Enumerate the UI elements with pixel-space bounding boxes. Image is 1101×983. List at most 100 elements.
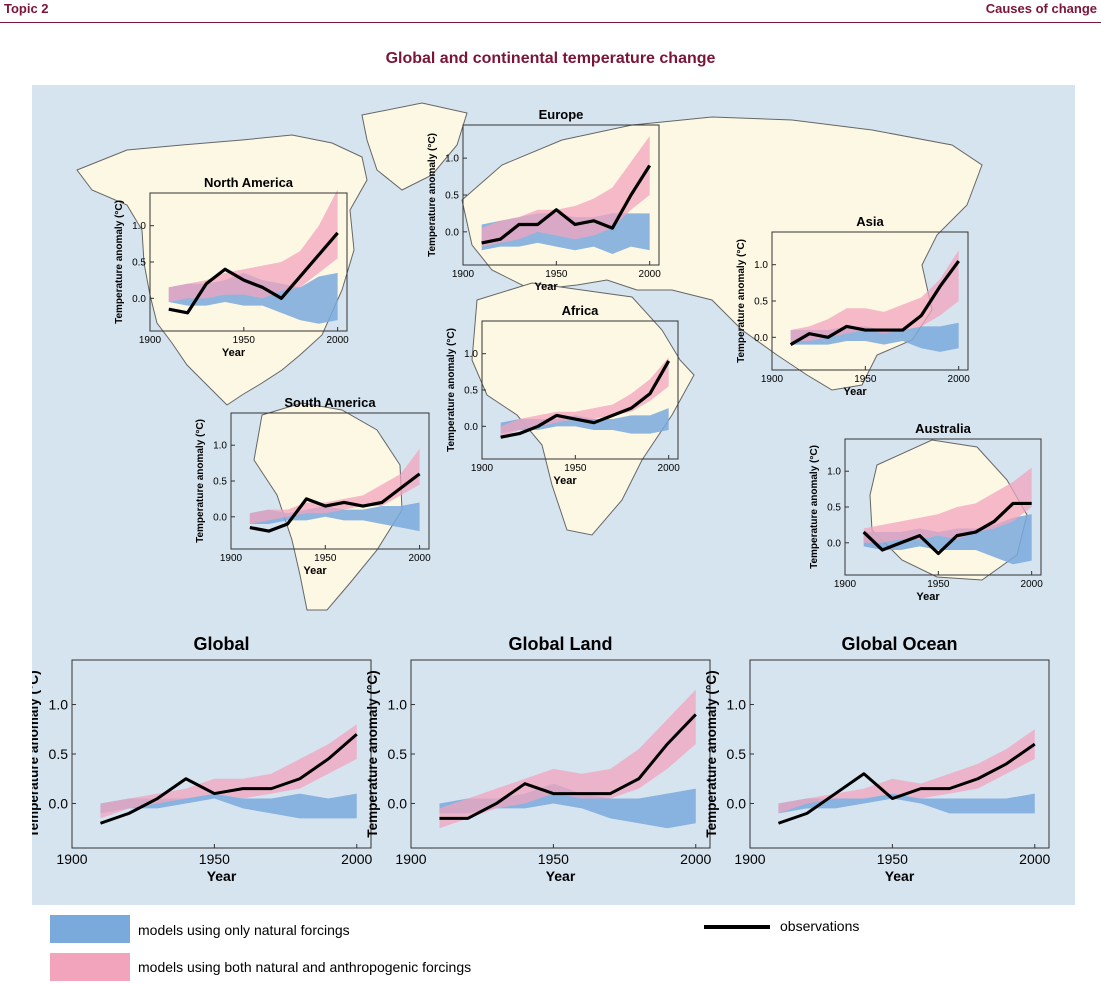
charts-layer: Europe 0.0 0.5 1.0 1900 1950 2000 Year Temperatu…	[32, 107, 1051, 884]
ytick-label-australia-0: 0.0	[827, 538, 841, 549]
section-label: Causes of change	[985, 1, 1097, 16]
xtick-label-global-ocean-2000: 2000	[1019, 851, 1050, 867]
xtick-label-australia-2000: 2000	[1021, 579, 1044, 590]
both-band-north-america	[168, 189, 338, 302]
ytick-label-global-ocean-1: 1.0	[727, 696, 747, 712]
figure-title: Global and continental temperature chang…	[385, 50, 716, 67]
topic-label: Topic 2	[4, 1, 49, 16]
xtick-label-global-1950: 1950	[199, 851, 230, 867]
xtick-label-global-land-1900: 1900	[395, 851, 426, 867]
xtick-label-africa-1950: 1950	[564, 463, 587, 474]
ytick-label-global-0: 0.0	[49, 795, 69, 811]
xlabel-global-land: Year	[546, 868, 576, 884]
africa-land	[471, 282, 695, 536]
ytick-label-australia-1: 1.0	[827, 467, 841, 478]
ytick-label-europe-0.5: 0.5	[445, 191, 459, 202]
both-band-africa	[500, 357, 669, 438]
xtick-label-asia-1950: 1950	[854, 374, 877, 385]
ytick-label-north-america-1: 1.0	[132, 221, 146, 232]
xtick-label-global-ocean-1950: 1950	[877, 851, 908, 867]
natural-legend-swatch	[50, 915, 130, 943]
ytick-label-africa-0: 0.0	[464, 422, 478, 433]
page-header: Topic 2 Causes of change	[0, 0, 1101, 23]
both-legend-swatch	[50, 953, 130, 981]
ylabel-africa: Temperature anomaly (°C)	[446, 328, 457, 452]
ylabel-global-ocean: Temperature anomaly (°C)	[704, 670, 719, 837]
xtick-label-europe-1900: 1900	[452, 269, 475, 280]
observations-line-asia	[789, 260, 960, 346]
observations-line-global-ocean	[777, 742, 1036, 825]
ytick-label-europe-1: 1.0	[445, 154, 459, 165]
ytick-label-asia-0: 0.0	[754, 333, 768, 344]
xtick-label-africa-1900: 1900	[471, 463, 494, 474]
ytick-label-global-land-0.5: 0.5	[388, 746, 408, 762]
xtick-label-south-america-2000: 2000	[408, 553, 431, 564]
ytick-label-global-1: 1.0	[49, 696, 69, 712]
observations-line-africa	[500, 360, 671, 439]
xtick-label-australia-1950: 1950	[927, 579, 950, 590]
xtick-label-asia-1900: 1900	[761, 374, 784, 385]
both-band-global-land	[439, 689, 696, 829]
natural-legend-label: models using only natural forcings	[138, 922, 350, 938]
chart-asia: Asia 0.0 0.5 1.0 1900 1950 2000 Year Temperature…	[736, 214, 970, 398]
ytick-label-global-0.5: 0.5	[49, 746, 69, 762]
xlabel-north-america: Year	[222, 347, 246, 359]
observations-line-europe	[481, 164, 652, 245]
xtick-label-africa-2000: 2000	[658, 463, 681, 474]
chart-title-europe: Europe	[539, 107, 584, 122]
ytick-label-global-land-0: 0.0	[388, 795, 408, 811]
chart-south-america: South America 0.0 0.5 1.0 1900 1950 2000 Year Te…	[195, 395, 431, 577]
xtick-label-north-america-1950: 1950	[233, 335, 256, 346]
ylabel-global: Temperature anomaly (°C)	[32, 670, 41, 837]
ytick-label-europe-0: 0.0	[445, 227, 459, 238]
obs-legend-line	[704, 925, 770, 929]
ytick-label-south-america-0.5: 0.5	[213, 477, 227, 488]
xtick-label-north-america-2000: 2000	[326, 335, 349, 346]
ytick-label-global-land-1: 1.0	[388, 696, 408, 712]
greenland-land	[361, 102, 468, 191]
obs-legend-label: observations	[780, 918, 860, 934]
xtick-label-north-america-1900: 1900	[139, 335, 162, 346]
xtick-label-south-america-1950: 1950	[314, 553, 337, 564]
chart-africa: Africa 0.0 0.5 1.0 1900 1950 2000 Year Temperatu…	[446, 303, 680, 487]
ytick-label-asia-0.5: 0.5	[754, 297, 768, 308]
xlabel-global-ocean: Year	[885, 868, 915, 884]
figure-panel: Europe 0.0 0.5 1.0 1900 1950 2000 Year Temperatu…	[32, 85, 1075, 905]
chart-global-ocean: Global Ocean 0.0 0.5 1.0 1900 1950 2000 Year Tem…	[704, 634, 1051, 884]
ylabel-south-america: Temperature anomaly (°C)	[195, 419, 206, 543]
observations-line-south-america	[249, 472, 421, 533]
xtick-label-asia-2000: 2000	[948, 374, 971, 385]
chart-title-north-america: North America	[204, 175, 294, 190]
both-legend-label: models using both natural and anthropoge…	[138, 959, 472, 975]
ylabel-north-america: Temperature anomaly (°C)	[114, 200, 125, 324]
natural-band-south-america	[249, 502, 420, 532]
ytick-label-south-america-0: 0.0	[213, 512, 227, 523]
chart-title-africa: Africa	[562, 303, 600, 318]
ytick-label-africa-0.5: 0.5	[464, 386, 478, 397]
chart-title-asia: Asia	[856, 214, 884, 229]
xlabel-global: Year	[207, 868, 237, 884]
xlabel-europe: Year	[534, 281, 558, 293]
ytick-label-north-america-0.5: 0.5	[132, 258, 146, 269]
xlabel-asia: Year	[843, 386, 867, 398]
ytick-label-north-america-0: 0.0	[132, 294, 146, 305]
xtick-label-australia-1900: 1900	[834, 579, 857, 590]
xlabel-south-america: Year	[303, 565, 327, 577]
chart-title-global-ocean: Global Ocean	[841, 634, 957, 654]
xtick-label-global-land-2000: 2000	[680, 851, 711, 867]
xtick-label-global-1900: 1900	[56, 851, 87, 867]
chart-title-south-america: South America	[284, 395, 376, 410]
ylabel-australia: Temperature anomaly (°C)	[809, 445, 820, 569]
xtick-label-europe-1950: 1950	[545, 269, 568, 280]
ytick-label-south-america-1: 1.0	[213, 441, 227, 452]
ytick-label-global-ocean-0: 0.0	[727, 795, 747, 811]
observations-line-north-america	[168, 231, 339, 315]
observations-line-global-land	[439, 713, 697, 820]
both-band-europe	[481, 136, 650, 247]
xtick-label-south-america-1900: 1900	[220, 553, 243, 564]
chart-europe: Europe 0.0 0.5 1.0 1900 1950 2000 Year Temperatu…	[427, 107, 661, 293]
xlabel-australia: Year	[916, 591, 940, 603]
ytick-label-africa-1: 1.0	[464, 349, 478, 360]
chart-title-global-land: Global Land	[508, 634, 612, 654]
ytick-label-global-ocean-0.5: 0.5	[727, 746, 747, 762]
